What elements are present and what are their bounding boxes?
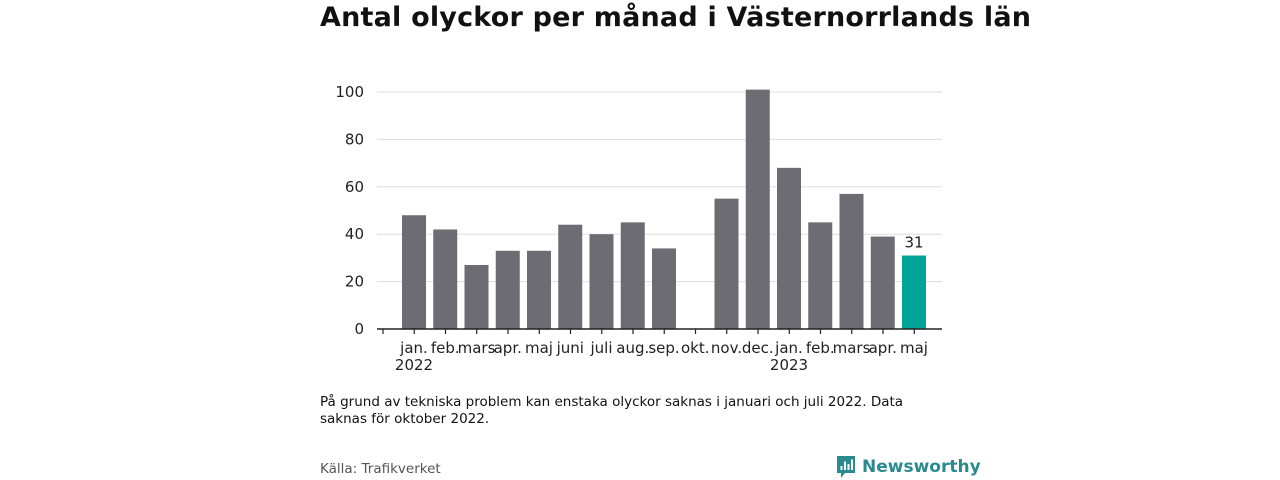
y-tick-label: 60 — [345, 178, 364, 196]
x-tick-label: mars — [458, 339, 496, 357]
bar — [902, 255, 926, 329]
y-tick-label: 100 — [335, 83, 364, 101]
bar — [777, 167, 801, 329]
chart-title: Antal olyckor per månad i Västernorrland… — [320, 2, 1032, 33]
y-tick-label: 0 — [354, 320, 364, 338]
x-tick-label: juni — [556, 339, 584, 357]
x-tick-label: mars — [833, 339, 871, 357]
footnote: På grund av tekniska problem kan enstaka… — [320, 394, 904, 427]
x-tick-label: maj — [900, 339, 928, 357]
source-credit: Källa: Trafikverket — [320, 461, 441, 477]
newsworthy-logo-icon — [837, 456, 855, 478]
data-label: 31 — [904, 234, 923, 252]
brand-name: Newsworthy — [862, 457, 981, 477]
bar — [839, 193, 864, 329]
bar — [495, 250, 520, 329]
x-tick-label: feb. — [431, 339, 460, 357]
bar — [652, 248, 676, 329]
bar — [870, 236, 895, 329]
x-tick-label: feb. — [806, 339, 835, 357]
x-tick-label: sep. — [648, 339, 679, 357]
x-tick-label: nov. — [711, 339, 742, 357]
bar — [527, 250, 551, 329]
x-tick-label: jan. — [399, 339, 428, 357]
x-tick-label: aug. — [616, 339, 649, 357]
bar — [433, 229, 458, 329]
y-axis-ticks: 0 20 40 60 80 100 — [335, 83, 364, 338]
bar — [589, 234, 614, 329]
x-tick-label: maj — [525, 339, 553, 357]
x-tick-label: jan. — [774, 339, 803, 357]
data-labels: 31 — [904, 234, 923, 252]
newsworthy-logo: Newsworthy — [836, 455, 981, 479]
y-tick-label: 40 — [345, 225, 364, 243]
x-tick-label: okt. — [681, 339, 710, 357]
x-tick-label: apr. — [494, 339, 522, 357]
x-year-label: 2022 — [395, 356, 433, 374]
x-tick-label: apr. — [869, 339, 897, 357]
x-axis — [377, 328, 942, 334]
bars — [402, 89, 926, 329]
y-tick-label: 20 — [345, 273, 364, 291]
bar — [620, 222, 645, 329]
bar — [464, 265, 489, 329]
x-tick-label: juli — [589, 339, 612, 357]
y-tick-label: 80 — [345, 130, 364, 148]
x-tick-label: dec. — [742, 339, 774, 357]
bar — [808, 222, 833, 329]
bar — [714, 198, 739, 329]
bar — [745, 89, 770, 329]
bar — [402, 215, 426, 329]
x-year-label: 2023 — [770, 356, 808, 374]
bar — [558, 224, 583, 329]
